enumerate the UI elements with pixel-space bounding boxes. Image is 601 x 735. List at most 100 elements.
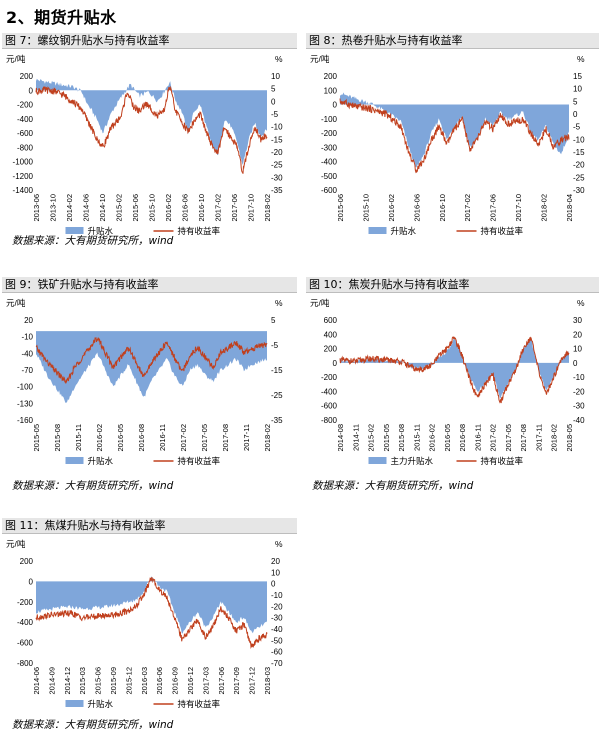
- x-tick-label: 2017-11: [242, 424, 251, 451]
- legend-label-basis: 升贴水: [391, 226, 417, 236]
- x-tick-label: 2014-11: [351, 424, 360, 451]
- x-tick-label: 2014-12: [63, 667, 72, 695]
- x-tick-label: 2015-08: [53, 424, 62, 452]
- x-tick-label: 2015-08: [397, 424, 406, 452]
- x-tick-label: 2017-08: [221, 424, 230, 452]
- x-tick-label: 2015-06: [336, 194, 345, 222]
- right-tick-label: -70: [271, 659, 283, 668]
- x-tick-label: 2015-03: [78, 667, 87, 695]
- x-tick-label: 2016-06: [155, 667, 164, 695]
- right-tick-label: -10: [271, 591, 283, 600]
- x-tick-label: 2018-03: [263, 667, 272, 695]
- right-tick-label: -20: [573, 161, 585, 170]
- x-tick-label: 2017-05: [200, 424, 209, 452]
- right-tick-label: -20: [573, 387, 585, 396]
- x-tick-label: 2015-02: [367, 424, 376, 452]
- left-tick-label: -1400: [13, 186, 34, 195]
- basis-area: [340, 92, 569, 168]
- left-tick-label: -200: [321, 129, 338, 138]
- right-tick-label: -15: [271, 366, 283, 375]
- left-tick-label: 0: [29, 577, 34, 586]
- right-tick-label: 10: [573, 345, 582, 354]
- left-axis-unit: 元/吨: [6, 298, 26, 308]
- left-tick-label: -40: [21, 349, 33, 358]
- left-tick-label: -800: [321, 416, 338, 425]
- right-tick-label: 15: [573, 72, 582, 81]
- x-tick-label: 2017-08: [519, 424, 528, 452]
- legend-swatch-basis: [65, 457, 84, 464]
- chart-svg: 元/吨 %20-10-40-70-100-130-1605-5-15-25-352…: [6, 298, 283, 466]
- left-tick-label: -400: [321, 158, 338, 167]
- data-source-note: 数据来源：大有期货研究所，wind: [12, 719, 174, 731]
- chart-title: 图 11：焦煤升贴水与持有收益率: [2, 518, 297, 534]
- left-tick-label: 100: [324, 86, 338, 95]
- right-tick-label: 20: [271, 557, 280, 566]
- right-tick-label: -40: [271, 625, 283, 634]
- left-tick-label: -800: [17, 143, 34, 152]
- chart-panel-fig10: 图 10：焦炭升贴水与持有收益率 元/吨% 600 400 200 0 -200 -400-…: [306, 277, 599, 472]
- right-tick-label: -10: [271, 123, 283, 132]
- x-tick-label: 2017-02: [179, 424, 188, 452]
- return-line: [339, 98, 570, 174]
- legend-swatch-basis: [368, 457, 387, 464]
- right-tick-label: -30: [573, 186, 585, 195]
- x-tick-label: 2016-02: [95, 424, 104, 452]
- x-tick-label: 2015-02: [115, 194, 124, 222]
- chart-svg: 元/吨 %2000-200-400-600-800-1000-1200-14001…: [6, 54, 283, 236]
- x-tick-label: 2017-02: [489, 424, 498, 452]
- left-tick-label: 200: [324, 345, 338, 354]
- right-tick-label: 5: [271, 316, 276, 325]
- x-tick-label: 2016-02: [428, 424, 437, 452]
- x-tick-label: 2017-03: [201, 667, 210, 695]
- right-tick-label: -20: [271, 602, 283, 611]
- left-tick-label: -1000: [13, 158, 34, 167]
- right-axis-unit: %: [275, 298, 283, 308]
- right-axis-unit: %: [275, 539, 283, 549]
- x-tick-label: 2014-06: [82, 194, 91, 222]
- right-axis-unit: %: [577, 54, 585, 64]
- left-tick-label: -600: [321, 402, 338, 411]
- chart-panel-fig9: 图 9：铁矿升贴水与持有收益率 元/吨% 20 -10 -40 -70 -100 -130 -…: [2, 277, 297, 472]
- right-tick-label: 0: [573, 359, 578, 368]
- legend-label-return: 持有收益率: [178, 226, 221, 236]
- x-tick-label: 2014-02: [65, 194, 74, 222]
- x-tick-label: 2015-05: [382, 424, 391, 452]
- x-tick-label: 2016-10: [197, 194, 206, 222]
- x-tick-label: 2015-10: [148, 194, 157, 222]
- chart-title: 图 7：螺纹钢升贴水与持有收益率: [2, 33, 297, 49]
- legend-label-return: 持有收益率: [481, 456, 524, 466]
- x-tick-label: 2015-10: [361, 194, 370, 222]
- x-tick-label: 2014-09: [47, 667, 56, 695]
- x-tick-label: 2015-06: [131, 194, 140, 222]
- left-tick-label: 400: [324, 330, 338, 339]
- right-tick-label: -10: [573, 373, 585, 382]
- legend-label-return: 持有收益率: [178, 699, 221, 709]
- left-tick-label: -1200: [13, 172, 34, 181]
- return-line: [339, 336, 570, 404]
- x-tick-label: 2017-12: [248, 667, 257, 695]
- right-tick-label: -40: [573, 416, 585, 425]
- return-line: [35, 337, 268, 384]
- x-tick-label: 2018-02: [263, 424, 272, 452]
- return-line: [35, 85, 268, 174]
- left-axis-unit: 元/吨: [310, 298, 330, 308]
- x-tick-label: 2016-06: [181, 194, 190, 222]
- legend-label-return: 持有收益率: [481, 226, 524, 236]
- right-tick-label: 30: [573, 316, 582, 325]
- legend-swatch-basis: [65, 227, 84, 234]
- chart-title: 图 10：焦炭升贴水与持有收益率: [306, 277, 599, 293]
- x-tick-label: 2017-06: [217, 667, 226, 695]
- basis-area: [340, 337, 569, 399]
- section-title: 2、期货升贴水: [6, 8, 117, 27]
- x-tick-label: 2016-11: [158, 424, 167, 451]
- right-tick-label: -25: [271, 161, 283, 170]
- left-tick-label: -300: [321, 143, 338, 152]
- x-tick-label: 2017-06: [489, 194, 498, 222]
- x-tick-label: 2016-08: [137, 424, 146, 452]
- right-tick-label: 10: [271, 568, 280, 577]
- legend-label-basis: 主力升贴水: [391, 456, 434, 466]
- left-tick-label: 200: [324, 72, 338, 81]
- right-tick-label: -35: [271, 416, 283, 425]
- right-tick-label: 10: [271, 72, 280, 81]
- x-tick-label: 2018-02: [550, 424, 559, 452]
